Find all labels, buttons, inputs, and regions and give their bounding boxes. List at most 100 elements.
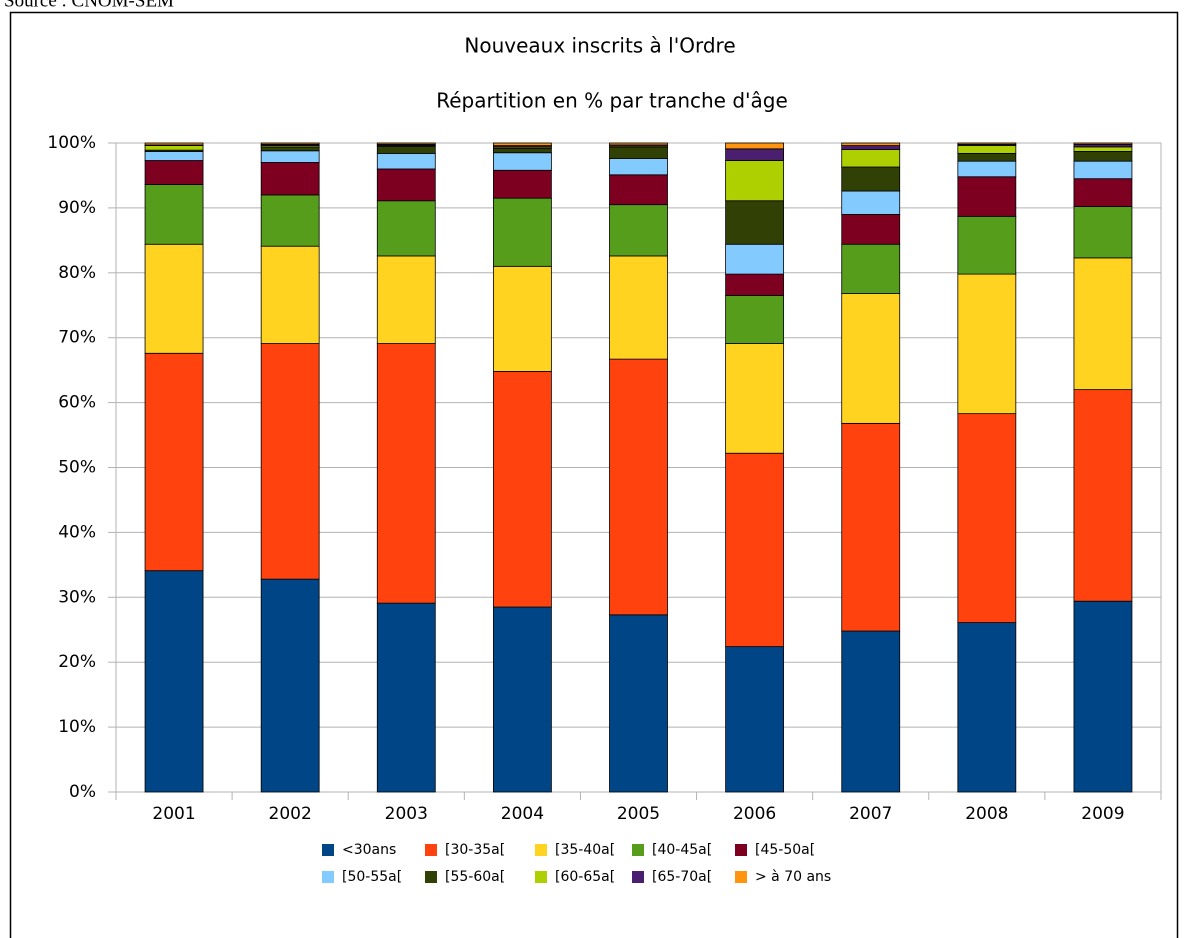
bar-segment [725, 200, 785, 245]
bar-segment [841, 422, 901, 632]
legend-swatch [425, 871, 437, 883]
bar-segment [725, 452, 785, 648]
bar-segment [725, 646, 785, 793]
bar-segment [1073, 600, 1133, 793]
bar-segment [144, 570, 204, 793]
bar-segment [260, 245, 320, 344]
x-tick-label: 2003 [385, 804, 428, 824]
legend-label: [60-65a[ [555, 869, 615, 885]
bar-segment [725, 160, 785, 202]
bar-segment [260, 194, 320, 247]
x-tick-label: 2007 [849, 804, 892, 824]
legend-label: > à 70 ans [755, 869, 831, 885]
bar-segment [725, 343, 785, 454]
bar-segment [144, 160, 204, 185]
bar-segment [492, 142, 552, 146]
legend-label: [45-50a[ [755, 842, 815, 858]
bar-segment [492, 606, 552, 793]
bar-segment [609, 158, 668, 176]
legend-swatch [535, 871, 547, 883]
bar-segment [376, 142, 436, 145]
bar-segment [609, 358, 668, 616]
bar-segment [609, 614, 668, 793]
legend-label: <30ans [342, 842, 396, 858]
legend-swatch [735, 871, 747, 883]
bar-segment [144, 151, 204, 161]
bar-segment [841, 149, 901, 168]
bar-segment [841, 293, 901, 424]
bar-segment [376, 602, 436, 793]
bar-segment [260, 343, 320, 580]
bar-segment [492, 147, 552, 154]
chart-title: Nouveaux inscrits à l'Ordre [464, 34, 735, 58]
bar-segment [841, 243, 901, 294]
bar-segment [1073, 160, 1133, 180]
y-tick-label: 10% [58, 717, 96, 737]
bar-segment [609, 255, 668, 360]
bar-segment [144, 352, 204, 572]
bar-segment [1073, 206, 1133, 259]
bar-segment [957, 622, 1017, 793]
legend-swatch [632, 871, 644, 883]
bar-segment [957, 152, 1017, 162]
bar-segment [376, 343, 436, 604]
y-tick-label: 100% [47, 133, 96, 153]
bar-segment [609, 147, 668, 159]
bar-segment [957, 215, 1017, 275]
bar-segment [1073, 142, 1133, 145]
legend-swatch [322, 844, 334, 856]
bar-segment [725, 295, 785, 344]
x-tick-label: 2002 [269, 804, 312, 824]
bar-segment [376, 145, 436, 154]
y-tick-label: 90% [58, 198, 96, 218]
x-tick-label: 2009 [1081, 804, 1124, 824]
bar-segment [144, 243, 204, 354]
y-tick-label: 70% [58, 328, 96, 348]
bar-segment [144, 145, 204, 151]
bar-segment [841, 630, 901, 793]
bar-segment [492, 152, 552, 171]
legend-swatch [735, 844, 747, 856]
x-tick-label: 2001 [152, 804, 195, 824]
bar-segment [376, 168, 436, 202]
chart-subtitle: Répartition en % par tranche d'âge [436, 89, 788, 113]
bar-segment [725, 243, 785, 275]
legend-swatch [535, 844, 547, 856]
legend-label: [65-70a[ [652, 869, 712, 885]
x-tick-label: 2008 [965, 804, 1008, 824]
bar-segment [725, 273, 785, 296]
bar-segment [957, 160, 1017, 178]
bar-segment [376, 152, 436, 170]
legend-swatch [632, 844, 644, 856]
legend-swatch [322, 871, 334, 883]
y-tick-label: 0% [69, 782, 96, 802]
x-tick-label: 2006 [733, 804, 776, 824]
bar-segment [725, 142, 785, 150]
bar-segment [609, 174, 668, 206]
y-tick-label: 20% [58, 652, 96, 672]
y-tick-label: 60% [58, 393, 96, 413]
y-tick-label: 40% [58, 522, 96, 542]
bar-segment [260, 142, 320, 145]
bar-segment [1073, 389, 1133, 602]
bar-segment [609, 204, 668, 257]
bar-segment [492, 265, 552, 372]
bar-segment [1073, 146, 1133, 152]
bar-segment [841, 166, 901, 192]
bar-segment [492, 371, 552, 608]
y-tick-label: 80% [58, 263, 96, 283]
x-tick-label: 2005 [617, 804, 660, 824]
bar-segment [841, 142, 901, 146]
bar-segment [1073, 178, 1133, 208]
legend-label: [50-55a[ [342, 869, 402, 885]
bar-segment [841, 145, 901, 150]
bar-segment [260, 146, 320, 152]
x-tick-label: 2004 [501, 804, 544, 824]
y-tick-label: 30% [58, 587, 96, 607]
bar-segment [1073, 151, 1133, 162]
bar-segment [144, 184, 204, 245]
bar-segment [841, 213, 901, 245]
bar-segment [609, 142, 668, 146]
source-note: Source : CNOM-SEM [4, 0, 174, 11]
